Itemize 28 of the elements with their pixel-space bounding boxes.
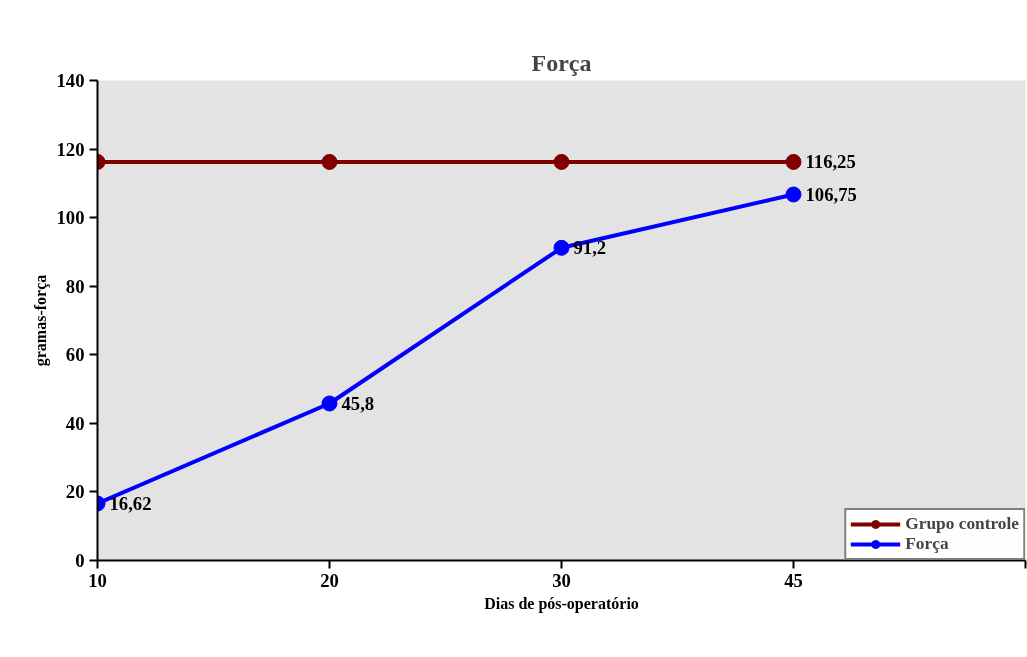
- x-tick-label: 20: [320, 569, 339, 591]
- point: [553, 239, 570, 256]
- data-label: 106,75: [805, 184, 857, 205]
- x-tick-label: 45: [784, 569, 803, 591]
- point: [321, 395, 338, 412]
- point: [321, 153, 338, 170]
- x-axis-title: Dias de pós-operatório: [484, 594, 639, 613]
- y-tick-label: 40: [65, 412, 85, 434]
- legend-label: Grupo controle: [905, 514, 1019, 534]
- y-tick-label: 60: [65, 344, 85, 366]
- data-label: 45,8: [341, 392, 375, 414]
- y-tick-label: 120: [56, 138, 85, 160]
- y-tick-label: 100: [56, 207, 85, 229]
- y-tick-label: 20: [65, 481, 85, 503]
- y-tick-label: 140: [56, 70, 85, 91]
- data-label: 91,2: [573, 237, 607, 259]
- point: [553, 153, 570, 170]
- y-tick-label: 0: [75, 550, 85, 571]
- point: [785, 186, 802, 203]
- y-axis-title: gramas-força: [31, 274, 50, 367]
- x-tick-label: 10: [88, 569, 107, 591]
- y-tick-label: 80: [65, 275, 85, 297]
- x-tick-label: 30: [552, 569, 571, 591]
- data-label: 116,25: [805, 151, 856, 173]
- chart-title: Força: [531, 49, 592, 76]
- legend-label: Força: [905, 534, 949, 554]
- data-label: 16,62: [109, 493, 152, 515]
- point: [785, 153, 802, 170]
